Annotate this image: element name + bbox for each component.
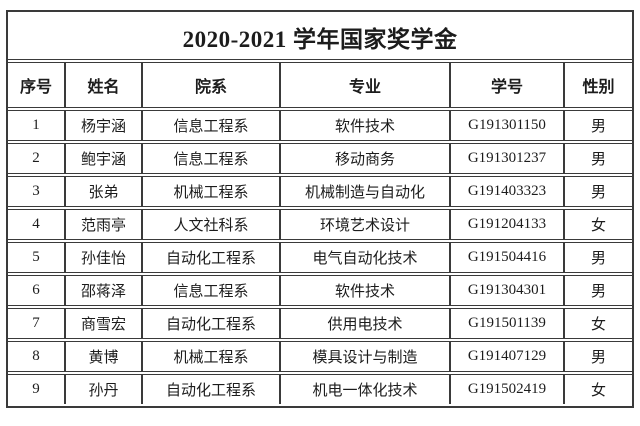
- cell-major: 机电一体化技术: [280, 374, 450, 404]
- cell-student-id: G191301150: [450, 110, 564, 141]
- table-row: 4 范雨亭 人文社科系 环境艺术设计 G191204133 女: [8, 209, 633, 240]
- cell-name: 孙佳怡: [65, 242, 142, 273]
- cell-gender: 男: [564, 242, 633, 273]
- cell-student-id: G191504416: [450, 242, 564, 273]
- table-row: 5 孙佳怡 自动化工程系 电气自动化技术 G191504416 男: [8, 242, 633, 273]
- cell-major: 软件技术: [280, 275, 450, 306]
- cell-index: 9: [8, 374, 65, 404]
- table-row: 9 孙丹 自动化工程系 机电一体化技术 G191502419 女: [8, 374, 633, 404]
- column-header-gender: 性别: [564, 62, 633, 108]
- cell-major: 软件技术: [280, 110, 450, 141]
- cell-name: 鲍宇涵: [65, 143, 142, 174]
- cell-department: 机械工程系: [142, 176, 280, 207]
- cell-department: 人文社科系: [142, 209, 280, 240]
- cell-gender: 男: [564, 341, 633, 372]
- cell-gender: 女: [564, 308, 633, 339]
- cell-department: 信息工程系: [142, 110, 280, 141]
- cell-name: 张弟: [65, 176, 142, 207]
- cell-gender: 女: [564, 374, 633, 404]
- column-header-department: 院系: [142, 62, 280, 108]
- header-row: 序号 姓名 院系 专业 学号 性别: [8, 62, 633, 108]
- cell-student-id: G191304301: [450, 275, 564, 306]
- cell-index: 6: [8, 275, 65, 306]
- table-body: 1 杨宇涵 信息工程系 软件技术 G191301150 男 2 鲍宇涵 信息工程系 移动商务 G19…: [8, 110, 633, 404]
- table-row: 3 张弟 机械工程系 机械制造与自动化 G191403323 男: [8, 176, 633, 207]
- table-row: 2 鲍宇涵 信息工程系 移动商务 G191301237 男: [8, 143, 633, 174]
- cell-department: 信息工程系: [142, 143, 280, 174]
- cell-index: 5: [8, 242, 65, 273]
- cell-gender: 男: [564, 275, 633, 306]
- cell-student-id: G191501139: [450, 308, 564, 339]
- cell-major: 移动商务: [280, 143, 450, 174]
- cell-name: 黄博: [65, 341, 142, 372]
- cell-student-id: G191301237: [450, 143, 564, 174]
- cell-department: 自动化工程系: [142, 242, 280, 273]
- cell-gender: 男: [564, 110, 633, 141]
- cell-gender: 女: [564, 209, 633, 240]
- cell-student-id: G191407129: [450, 341, 564, 372]
- cell-name: 邵蒋泽: [65, 275, 142, 306]
- cell-index: 1: [8, 110, 65, 141]
- cell-department: 信息工程系: [142, 275, 280, 306]
- cell-department: 自动化工程系: [142, 374, 280, 404]
- cell-department: 自动化工程系: [142, 308, 280, 339]
- cell-gender: 男: [564, 176, 633, 207]
- scholarship-table: 2020-2021 学年国家奖学金 序号 姓名 院系 专业 学号 性别 1 杨宇涵 信息工程系…: [6, 10, 635, 408]
- table-title: 2020-2021 学年国家奖学金: [8, 14, 633, 60]
- table-row: 1 杨宇涵 信息工程系 软件技术 G191301150 男: [8, 110, 633, 141]
- cell-index: 2: [8, 143, 65, 174]
- cell-gender: 男: [564, 143, 633, 174]
- table-row: 6 邵蒋泽 信息工程系 软件技术 G191304301 男: [8, 275, 633, 306]
- cell-index: 4: [8, 209, 65, 240]
- column-header-index: 序号: [8, 62, 65, 108]
- table-row: 7 商雪宏 自动化工程系 供用电技术 G191501139 女: [8, 308, 633, 339]
- cell-index: 3: [8, 176, 65, 207]
- cell-index: 7: [8, 308, 65, 339]
- column-header-student-id: 学号: [450, 62, 564, 108]
- cell-major: 电气自动化技术: [280, 242, 450, 273]
- cell-index: 8: [8, 341, 65, 372]
- cell-name: 孙丹: [65, 374, 142, 404]
- cell-name: 杨宇涵: [65, 110, 142, 141]
- column-header-name: 姓名: [65, 62, 142, 108]
- cell-name: 商雪宏: [65, 308, 142, 339]
- column-header-major: 专业: [280, 62, 450, 108]
- cell-department: 机械工程系: [142, 341, 280, 372]
- cell-major: 环境艺术设计: [280, 209, 450, 240]
- cell-name: 范雨亭: [65, 209, 142, 240]
- cell-major: 供用电技术: [280, 308, 450, 339]
- cell-student-id: G191502419: [450, 374, 564, 404]
- cell-student-id: G191403323: [450, 176, 564, 207]
- table-row: 8 黄博 机械工程系 模具设计与制造 G191407129 男: [8, 341, 633, 372]
- title-row: 2020-2021 学年国家奖学金: [8, 14, 633, 60]
- cell-major: 机械制造与自动化: [280, 176, 450, 207]
- cell-major: 模具设计与制造: [280, 341, 450, 372]
- cell-student-id: G191204133: [450, 209, 564, 240]
